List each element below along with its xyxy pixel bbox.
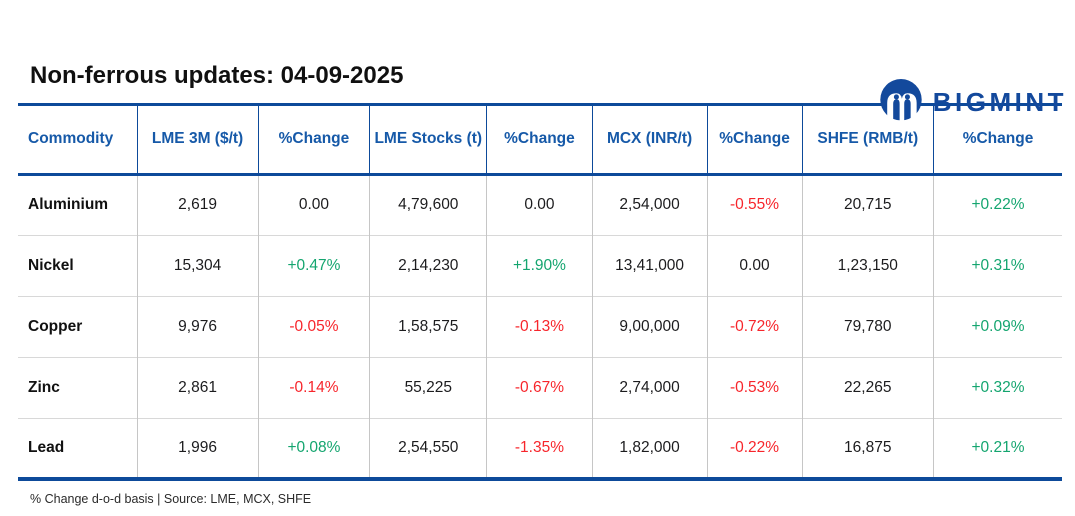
column-header-mcx-inr-t-: MCX (INR/t) — [592, 104, 708, 176]
change-cell: -0.13% — [486, 295, 593, 358]
table-row-aluminium: Aluminium 2,619 0.00 4,79,600 0.00 2,54,000 -0… — [18, 174, 1062, 236]
table-row-lead: Lead 1,996 +0.08% 2,54,550 -1.35% 1,82,000 -0.… — [18, 417, 1062, 480]
change-cell: -0.53% — [707, 356, 803, 419]
column-header-lme-stocks-t-: LME Stocks (t) — [369, 104, 488, 176]
change-cell: -0.55% — [707, 174, 803, 236]
commodity-cell: Copper — [18, 295, 138, 358]
table-row-copper: Copper 9,976 -0.05% 1,58,575 -0.13% 9,00,000-… — [18, 295, 1062, 358]
column-header--change: %Change — [933, 104, 1062, 176]
page-title: Non-ferrous updates: 04-09-2025 — [30, 62, 404, 89]
column-header-commodity: Commodity — [18, 104, 138, 176]
change-cell: -0.22% — [707, 417, 803, 480]
price-cell: 13,41,000 — [592, 234, 708, 297]
change-cell: +0.32% — [933, 356, 1062, 419]
table-header-row: Commodity LME 3M ($/t) %Change LME Stocks (… — [18, 104, 1062, 176]
change-cell: 0.00 — [486, 174, 593, 236]
column-header--change: %Change — [486, 104, 593, 176]
change-cell: 0.00 — [258, 174, 371, 236]
price-cell: 9,976 — [137, 295, 259, 358]
price-cell: 15,304 — [137, 234, 259, 297]
price-cell: 4,79,600 — [369, 174, 488, 236]
change-cell: -0.05% — [258, 295, 371, 358]
change-cell: -0.72% — [707, 295, 803, 358]
price-cell: 20,715 — [802, 174, 935, 236]
price-cell: 2,14,230 — [369, 234, 488, 297]
nonferrous-prices-table: Commodity LME 3M ($/t) %Change LME Stocks (… — [18, 102, 1062, 482]
price-cell: 1,58,575 — [369, 295, 488, 358]
price-cell: 1,82,000 — [592, 417, 708, 480]
price-cell: 2,619 — [137, 174, 259, 236]
price-cell: 22,265 — [802, 356, 935, 419]
price-cell: 16,875 — [802, 417, 935, 480]
commodity-cell: Nickel — [18, 234, 138, 297]
change-cell: -0.67% — [486, 356, 593, 419]
price-cell: 2,861 — [137, 356, 259, 419]
change-cell: +0.22% — [933, 174, 1062, 236]
column-header-lme-3m-t-: LME 3M ($/t) — [137, 104, 259, 176]
bigmint-logo: BIGMINT — [878, 78, 1067, 126]
change-cell: +1.90% — [486, 234, 593, 297]
column-header--change: %Change — [707, 104, 803, 176]
change-cell: +0.21% — [933, 417, 1062, 480]
price-cell: 1,23,150 — [802, 234, 935, 297]
price-cell: 79,780 — [802, 295, 935, 358]
price-cell: 1,996 — [137, 417, 259, 480]
table-row-nickel: Nickel 15,304 +0.47% 2,14,230 +1.90% 13,41,00… — [18, 234, 1062, 297]
bigmint-wordmark: BIGMINT — [932, 86, 1067, 117]
column-header--change: %Change — [258, 104, 371, 176]
change-cell: +0.31% — [933, 234, 1062, 297]
source-footnote: % Change d-o-d basis | Source: LME, MCX,… — [30, 492, 312, 507]
change-cell: +0.09% — [933, 295, 1062, 358]
commodity-cell: Lead — [18, 417, 138, 480]
price-cell: 2,54,550 — [369, 417, 488, 480]
price-cell: 9,00,000 — [592, 295, 708, 358]
table-row-zinc: Zinc 2,861 -0.14% 55,225 -0.67% 2,74,000 -0.53… — [18, 356, 1062, 419]
bigmint-m-circle-icon — [878, 78, 924, 126]
commodity-cell: Zinc — [18, 356, 138, 419]
change-cell: +0.08% — [258, 417, 371, 480]
price-cell: 55,225 — [369, 356, 488, 419]
change-cell: -1.35% — [486, 417, 593, 480]
price-cell: 2,74,000 — [592, 356, 708, 419]
report-page: BIGMINT Non-ferrous updates: 04-09-2025 … — [0, 62, 1075, 516]
commodity-cell: Aluminium — [18, 174, 138, 236]
price-cell: 2,54,000 — [592, 174, 708, 236]
change-cell: -0.14% — [258, 356, 371, 419]
change-cell: +0.47% — [258, 234, 371, 297]
table-body: Aluminium 2,619 0.00 4,79,600 0.00 2,54,000 -0… — [18, 174, 1062, 480]
change-cell: 0.00 — [707, 234, 803, 297]
